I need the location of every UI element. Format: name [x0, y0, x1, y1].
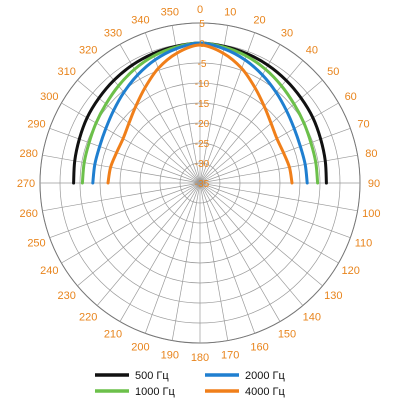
grid-spoke — [49, 182, 201, 239]
angle-tick-label: 300 — [40, 91, 58, 103]
angle-tick-label: 170 — [221, 349, 239, 361]
legend-label: 500 Гц — [135, 370, 169, 382]
legend: 500 Гц 2000 Гц 1000 Гц 4000 Гц — [95, 370, 285, 398]
angle-tick-label: 330 — [104, 27, 122, 39]
angle-tick-label: 140 — [303, 311, 321, 323]
angle-tick-label: 200 — [131, 342, 149, 354]
grid-spoke — [199, 127, 351, 184]
grid-spoke — [199, 182, 229, 341]
angle-tick-label: 70 — [357, 118, 369, 130]
angle-tick-label: 210 — [104, 329, 122, 341]
angle-tick-label: 280 — [19, 148, 37, 160]
grid-spoke — [199, 182, 339, 264]
angle-tick-label: 90 — [368, 178, 380, 190]
grid-spoke — [199, 182, 256, 334]
grid-spoke — [49, 127, 201, 184]
angle-tick-label: 250 — [27, 238, 45, 250]
series-layer — [72, 41, 328, 185]
angle-tick-label: 120 — [342, 265, 360, 277]
angle-tick-label: 110 — [355, 238, 373, 250]
series-line-3 — [91, 41, 309, 185]
angle-tick-label: 20 — [253, 14, 265, 26]
legend-label: 4000 Гц — [245, 386, 285, 398]
radial-tick-label: -20 — [195, 119, 210, 130]
grid-spoke — [199, 182, 351, 239]
legend-label: 1000 Гц — [135, 386, 175, 398]
angle-tick-label: 320 — [79, 45, 97, 57]
radial-tick-label: 0 — [199, 39, 205, 50]
radial-tick-labels: 5 0 -5 -10 -15 -20 -25 -30 -35 — [195, 19, 210, 190]
angle-tick-label: 260 — [19, 208, 37, 220]
grid-spoke — [171, 182, 201, 341]
angle-tick-label: 130 — [324, 290, 342, 302]
angle-tick-label: 190 — [161, 349, 179, 361]
grid-spoke — [77, 182, 201, 287]
grid-spoke — [199, 182, 358, 212]
grid-spoke — [144, 182, 201, 334]
grid-spoke — [61, 102, 201, 184]
series-line-4 — [106, 43, 294, 185]
grid-spoke — [199, 102, 339, 184]
grid-spoke — [42, 154, 201, 184]
grid-spoke — [199, 44, 281, 184]
grid-spoke — [119, 182, 201, 322]
angle-tick-label: 0 — [197, 4, 203, 16]
grid-spoke — [199, 154, 358, 184]
grid-spoke — [144, 32, 201, 184]
radial-tick-label: -25 — [195, 139, 210, 150]
grid-spoke — [42, 182, 201, 212]
grid-spoke — [96, 182, 201, 306]
angle-tick-label: 310 — [58, 66, 76, 78]
angle-tick-label: 240 — [40, 265, 58, 277]
angle-tick-label: 10 — [224, 7, 236, 19]
angle-tick-label: 230 — [58, 290, 76, 302]
grid-spoke — [119, 44, 201, 184]
radial-tick-label: -30 — [195, 159, 210, 170]
angle-tick-label: 80 — [365, 148, 377, 160]
angle-tick-label: 220 — [79, 311, 97, 323]
angle-tick-label: 290 — [27, 118, 45, 130]
radial-tick-label: -15 — [195, 99, 210, 110]
angle-tick-label: 340 — [131, 14, 149, 26]
angle-tick-label: 180 — [191, 352, 209, 364]
angle-tick-label: 40 — [306, 45, 318, 57]
grid-spoke — [61, 182, 201, 264]
angle-tick-label: 50 — [327, 66, 339, 78]
angle-tick-label: 150 — [278, 329, 296, 341]
legend-label: 2000 Гц — [245, 370, 285, 382]
angle-tick-label: 60 — [345, 91, 357, 103]
grid-spoke — [199, 182, 281, 322]
grid-spoke — [199, 182, 323, 287]
grid-spoke — [199, 32, 256, 184]
angle-tick-label: 160 — [250, 342, 268, 354]
angle-tick-label: 350 — [161, 7, 179, 19]
angle-tick-label: 100 — [362, 208, 380, 220]
angle-tick-label: 270 — [17, 178, 35, 190]
radial-tick-label: -5 — [198, 59, 207, 70]
radial-tick-label: -35 — [195, 179, 210, 190]
grid-spoke — [199, 182, 304, 306]
radial-tick-label: 5 — [199, 19, 205, 30]
angle-tick-labels: 0 102030405060708090100110120130140150160… — [17, 4, 381, 364]
angle-tick-label: 30 — [281, 27, 293, 39]
radial-tick-label: -10 — [195, 79, 210, 90]
